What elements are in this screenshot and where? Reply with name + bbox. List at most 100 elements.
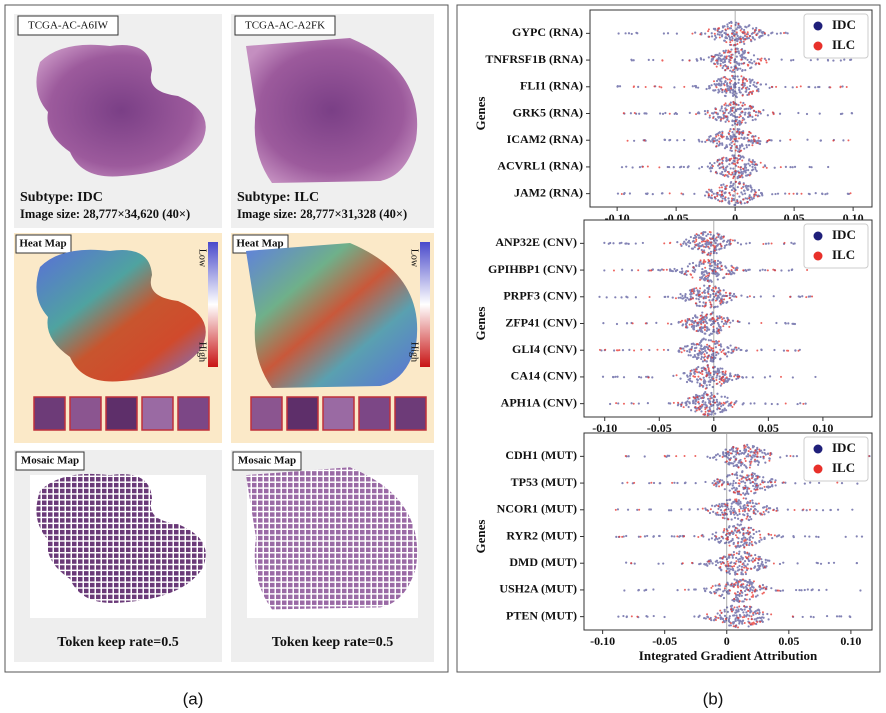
swarm-dot (721, 536, 723, 538)
swarm-dot (619, 242, 621, 244)
swarm-dot (697, 376, 699, 378)
swarm-dot (791, 268, 793, 270)
swarm-dot (713, 306, 715, 308)
swarm-dot (691, 288, 693, 290)
swarm-dot (733, 111, 735, 113)
swarm-dot (700, 57, 702, 59)
swarm-dot (727, 611, 729, 613)
swarm-dot (754, 478, 756, 480)
swarm-dot (686, 374, 688, 376)
swarm-dot (745, 87, 747, 89)
swarm-dot (723, 323, 725, 325)
y-tick-label: GLI4 (CNV) (512, 342, 577, 356)
swarm-dot (744, 590, 746, 592)
swarm-dot (657, 269, 659, 271)
swarm-dot (727, 561, 729, 563)
swarm-dot (740, 590, 742, 592)
swarm-dot (733, 565, 735, 567)
swarm-dot (697, 322, 699, 324)
swarm-dot (722, 50, 724, 52)
swarm-dot (763, 538, 765, 540)
swarm-dot (633, 85, 635, 87)
swarm-dot (721, 379, 723, 381)
swarm-dot (721, 479, 723, 481)
swarm-dot (720, 299, 722, 301)
swarm-dot (701, 397, 703, 399)
swarm-dot (755, 27, 757, 29)
subtype: Subtype: IDC (20, 190, 103, 205)
swarm-dot (738, 155, 740, 157)
y-tick-label: PRPF3 (CNV) (503, 289, 577, 303)
swarm-dot (743, 476, 745, 478)
swarm-dot (736, 349, 738, 351)
swarm-dot (737, 82, 739, 84)
swarm-dot (726, 376, 728, 378)
swarm-dot (729, 292, 731, 294)
swarm-dot (741, 595, 743, 597)
swarm-dot (759, 537, 761, 539)
swarm-dot (746, 59, 748, 61)
swarm-dot (748, 615, 750, 617)
swarm-dot (774, 193, 776, 195)
swarm-dot (734, 140, 736, 142)
swarm-dot (746, 599, 748, 601)
swarm-dot (726, 533, 728, 535)
swarm-dot (719, 617, 721, 619)
swarm-dot (730, 508, 732, 510)
swarm-dot (792, 166, 794, 168)
page: {"panel_labels": ["(a)", "(b)"], "slides… (0, 0, 886, 713)
swarm-dot (738, 553, 740, 555)
swarm-dot (699, 327, 701, 329)
swarm-dot (757, 142, 759, 144)
swarm-dot (653, 615, 655, 617)
x-tick-label: -0.05 (652, 634, 677, 648)
swarm-dot (704, 194, 706, 196)
swarm-dot (721, 321, 723, 323)
swarm-dot (718, 144, 720, 146)
swarm-dot (734, 44, 736, 46)
swarm-dot (708, 138, 710, 140)
swarm-dot (773, 113, 775, 115)
swarm-dot (644, 535, 646, 537)
swarm-dot (721, 511, 723, 513)
swarm-dot (755, 595, 757, 597)
swarm-dot (672, 296, 674, 298)
swarm-dot (737, 68, 739, 70)
swarm-dot (763, 587, 765, 589)
swarm-dot (700, 372, 702, 374)
swarm-dot (702, 394, 704, 396)
swarm-dot (722, 404, 724, 406)
legend-label: ILC (832, 247, 855, 262)
swarm-dot (730, 56, 732, 58)
swarm-dot (704, 359, 706, 361)
swarm-dot (748, 585, 750, 587)
swarm-dot (749, 579, 751, 581)
swarm-dot (713, 484, 715, 486)
swarm-dot (735, 67, 737, 69)
swarm-dot (735, 609, 737, 611)
swarm-dot (735, 61, 737, 63)
swarm-dot (712, 165, 714, 167)
swarm-dot (746, 544, 748, 546)
swarm-dot (780, 269, 782, 271)
slide-column: TCGA-AC-A2FKSubtype: ILCImage size: 28,7… (231, 14, 434, 662)
swarm-dot (741, 57, 743, 59)
swarm-dot (603, 242, 605, 244)
swarm-dot (719, 614, 721, 616)
swarm-dot (751, 144, 753, 146)
swarm-dot (713, 272, 715, 274)
swarm-dot (754, 482, 756, 484)
swarm-dot (729, 375, 731, 377)
swarm-dot (783, 350, 785, 352)
swarm-dot (719, 455, 721, 457)
swarm-dot (724, 517, 726, 519)
swarm-dot (732, 320, 734, 322)
swarm-dot (717, 91, 719, 93)
swarm-dot (722, 118, 724, 120)
swarm-dot (752, 594, 754, 596)
swarm-dot (720, 405, 722, 407)
swarm-dot (733, 159, 735, 161)
slide-id: TCGA-AC-A6IW (28, 20, 109, 32)
beeswarm-chart: Genes-0.10-0.0500.050.10ANP32E (CNV)GPIH… (473, 220, 872, 435)
swarm-dot (732, 614, 734, 616)
